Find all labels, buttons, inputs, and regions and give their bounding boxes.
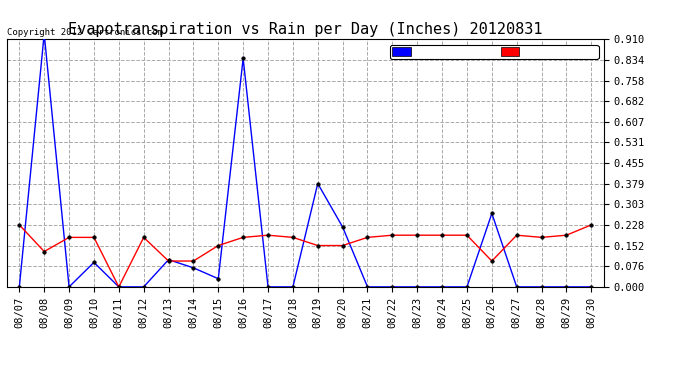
- Title: Evapotranspiration vs Rain per Day (Inches) 20120831: Evapotranspiration vs Rain per Day (Inch…: [68, 22, 542, 37]
- Text: Copyright 2012 Cartronics.com: Copyright 2012 Cartronics.com: [7, 28, 163, 37]
- Legend: Rain  (Inches), ET  (Inches): Rain (Inches), ET (Inches): [391, 45, 598, 59]
